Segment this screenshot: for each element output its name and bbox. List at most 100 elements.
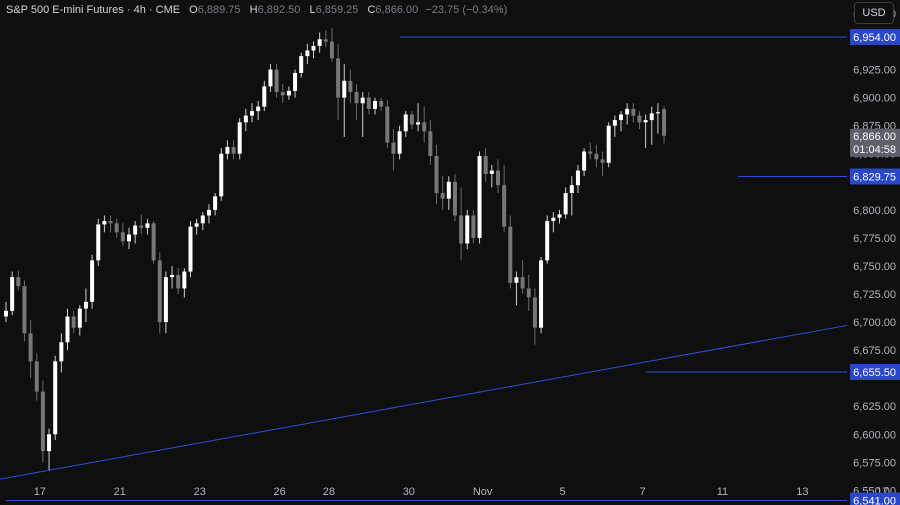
- candle-body: [120, 232, 125, 242]
- candle-body: [520, 277, 525, 289]
- symbol-name[interactable]: S&P 500 E-mini Futures: [6, 4, 124, 16]
- candle-body: [90, 260, 95, 302]
- bar-countdown-label: 01:04:58: [853, 144, 896, 156]
- candle-body: [16, 277, 21, 287]
- candle-body: [483, 155, 488, 174]
- candle-body: [366, 97, 371, 109]
- symbol-header: S&P 500 E-mini Futures · 4h · CME O6,889…: [6, 4, 508, 16]
- level-price-tag: [850, 364, 900, 381]
- x-tick-label: 5: [560, 486, 566, 498]
- candle-body: [219, 153, 224, 197]
- candle-body: [176, 274, 181, 289]
- candle-body: [286, 90, 291, 96]
- currency-button[interactable]: USD: [854, 2, 894, 24]
- candle-body: [391, 142, 396, 154]
- y-tick-label: 6,775.00: [853, 233, 896, 245]
- interval[interactable]: 4h: [133, 4, 146, 16]
- y-tick-label: 6,700.00: [853, 317, 896, 329]
- candle-body: [643, 120, 648, 123]
- low-label: L: [309, 4, 316, 16]
- y-tick-label: 6,675.00: [853, 345, 896, 357]
- close-label: C: [367, 4, 376, 16]
- x-tick-label: 28: [323, 486, 335, 498]
- y-tick-label: 6,625.00: [853, 401, 896, 413]
- y-tick-label: 6,900.00: [853, 93, 896, 105]
- x-tick-label: 30: [403, 486, 415, 498]
- candle-body: [619, 114, 623, 121]
- x-tick-label: 7: [639, 486, 645, 498]
- y-tick-label: 6,800.00: [853, 205, 896, 217]
- candle-body: [10, 277, 15, 311]
- candle-body: [403, 114, 408, 132]
- candle-body: [213, 196, 218, 210]
- candle-body: [557, 214, 562, 218]
- close-value: 6,866.00: [375, 4, 419, 16]
- candle-body: [465, 215, 470, 244]
- candle-body: [329, 41, 334, 59]
- low-value: 6,859.25: [315, 4, 359, 16]
- candle-body: [379, 101, 384, 107]
- horizontal-levels: [0, 36, 848, 502]
- candle-body: [83, 301, 88, 309]
- candle-body: [145, 223, 150, 228]
- candle-body: [250, 111, 254, 116]
- candle-body: [649, 113, 654, 121]
- x-tick-label: 17: [34, 486, 46, 498]
- high-label: H: [249, 4, 258, 16]
- x-tick-label: 21: [114, 486, 126, 498]
- candle-body: [594, 153, 599, 160]
- candle-body: [409, 114, 414, 125]
- candle-body: [256, 106, 261, 112]
- candle-body: [4, 310, 8, 317]
- candle-body: [77, 308, 82, 328]
- candle-body: [489, 170, 494, 174]
- candle-body: [606, 125, 611, 163]
- candle-body: [588, 151, 593, 154]
- candle-body: [637, 115, 642, 123]
- candle-body: [532, 297, 537, 328]
- candle-body: [225, 147, 230, 154]
- candle-body: [133, 225, 138, 235]
- trendline: [0, 324, 848, 480]
- candle-body: [305, 50, 310, 57]
- candle-body: [625, 108, 630, 115]
- level-price-label: 6,829.75: [853, 171, 896, 183]
- candle-body: [139, 225, 144, 228]
- current-price-tag: [850, 128, 900, 157]
- price-axis[interactable]: 6,975.006,925.006,900.006,875.006,850.00…: [853, 8, 896, 497]
- time-axis[interactable]: 17 21 23 26 28 30 Nov 5 7 11 13 17: [34, 486, 889, 498]
- candle-body: [477, 155, 482, 238]
- candle-body: [323, 39, 328, 42]
- level-price-label: 6,655.50: [853, 367, 896, 379]
- y-tick-label: 6,725.00: [853, 289, 896, 301]
- candle-body: [428, 131, 433, 156]
- candle-body: [231, 147, 236, 154]
- candles: [4, 28, 667, 471]
- candle-body: [508, 226, 513, 283]
- candle-body: [40, 391, 45, 452]
- candle-body: [243, 115, 248, 123]
- candle-body: [569, 185, 574, 194]
- candle-body: [188, 226, 193, 272]
- candle-body: [59, 342, 64, 362]
- high-value: 6,892.50: [257, 4, 301, 16]
- open-value: 6,889.75: [197, 4, 241, 16]
- candle-body: [280, 92, 285, 96]
- level-price-tag: [850, 29, 900, 46]
- candle-body: [612, 120, 617, 126]
- candle-body: [206, 209, 211, 216]
- candle-body: [336, 58, 341, 98]
- candle-body: [514, 277, 519, 283]
- candle-body: [293, 72, 298, 91]
- candle-body: [96, 224, 101, 261]
- candle-body: [151, 223, 156, 261]
- candle-body: [471, 215, 476, 238]
- candle-body: [53, 361, 58, 435]
- x-tick-label: Nov: [473, 486, 493, 498]
- candle-body: [311, 46, 316, 51]
- candle-body: [163, 277, 168, 323]
- y-tick-label: 6,575.00: [853, 457, 896, 469]
- candle-body: [539, 260, 544, 328]
